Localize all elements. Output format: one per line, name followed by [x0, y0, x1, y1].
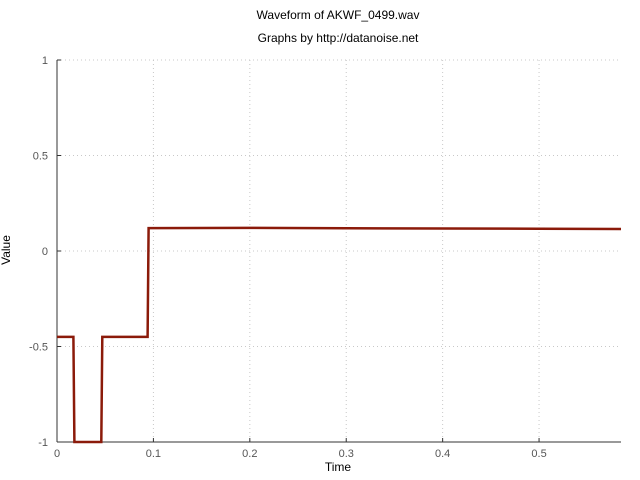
y-axis-label: Value [0, 235, 13, 265]
chart-title: Waveform of AKWF_0499.wav [257, 8, 420, 22]
x-tick-label: 0.5 [531, 448, 546, 460]
tick-labels: 0 0.1 0.2 0.3 0.4 0.5 -1 -0.5 0 0.5 1 [29, 55, 547, 460]
axes [56, 59, 621, 443]
y-tick-label: 0.5 [33, 151, 48, 163]
y-tick-label: -0.5 [29, 342, 48, 354]
x-tick-label: 0.3 [339, 448, 354, 460]
x-tick-label: 0.4 [435, 448, 450, 460]
y-tick-label: 1 [42, 55, 48, 67]
x-tick-label: 0 [54, 448, 60, 460]
x-axis-label: Time [325, 460, 352, 474]
grid [56, 59, 621, 443]
series-layer [57, 226, 622, 444]
x-tick-label: 0.1 [146, 448, 161, 460]
y-tick-label: -1 [38, 437, 48, 449]
waveform-line [57, 226, 622, 444]
y-tick-label: 0 [42, 246, 48, 258]
x-tick-label: 0.2 [242, 448, 257, 460]
chart-subtitle: Graphs by http://datanoise.net [258, 31, 419, 45]
